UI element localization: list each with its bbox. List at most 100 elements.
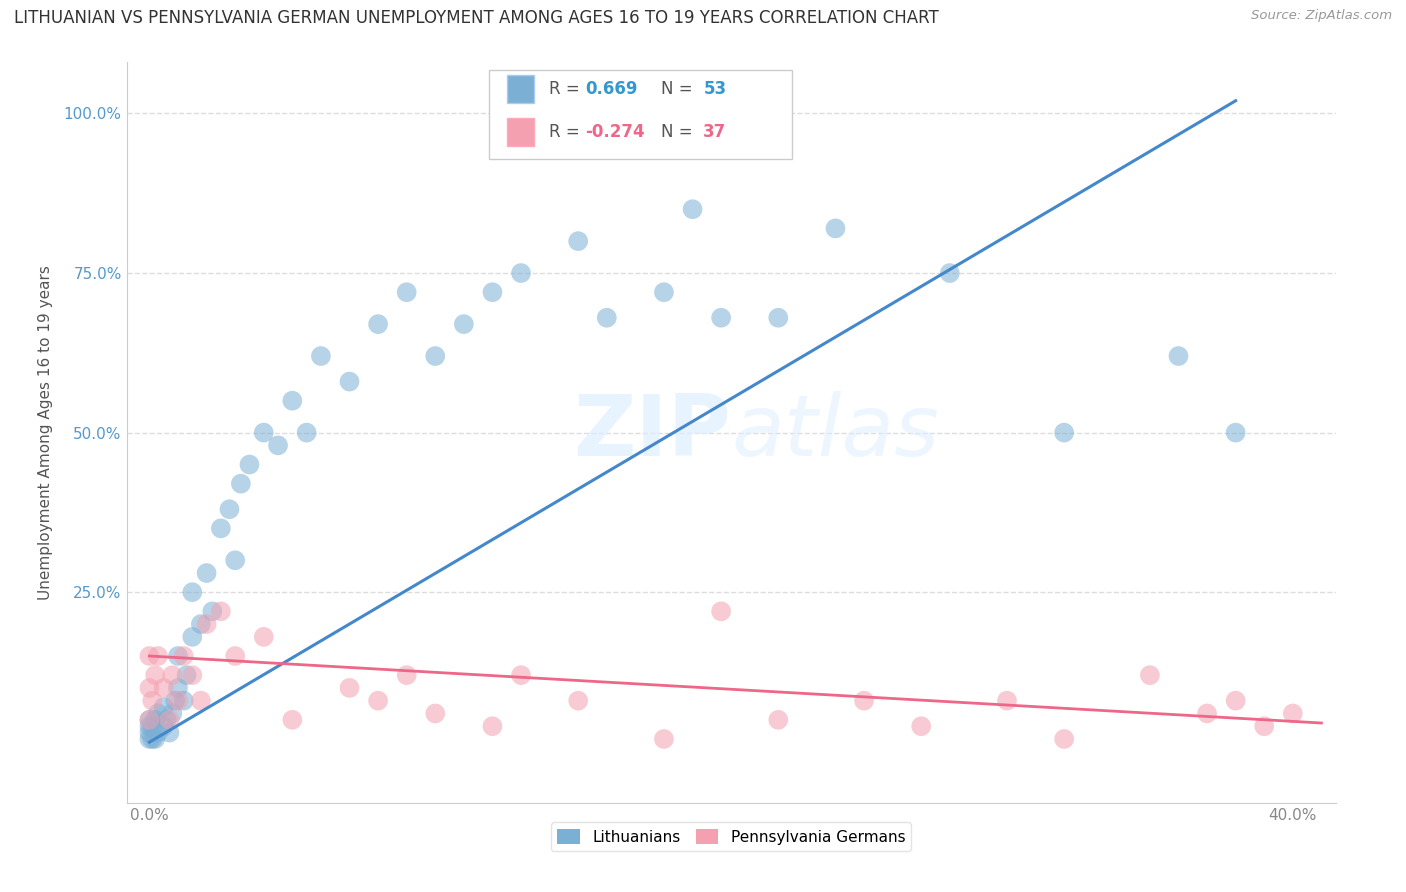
Point [567, 234, 589, 248]
Point [253, 425, 276, 440]
Point [1053, 425, 1076, 440]
Text: R =: R = [548, 80, 585, 98]
Text: N =: N = [661, 123, 697, 141]
Text: Source: ZipAtlas.com: Source: ZipAtlas.com [1251, 9, 1392, 22]
Point [167, 694, 190, 708]
Point [510, 266, 533, 280]
Text: -0.274: -0.274 [585, 123, 644, 141]
Point [253, 630, 276, 644]
Point [155, 713, 177, 727]
Point [162, 668, 184, 682]
Point [162, 706, 184, 721]
Legend: Lithuanians, Pennsylvania Germans: Lithuanians, Pennsylvania Germans [551, 822, 911, 851]
Point [339, 375, 361, 389]
Text: 0.669: 0.669 [585, 80, 637, 98]
Point [143, 668, 166, 682]
Point [768, 310, 790, 325]
Point [190, 617, 212, 632]
FancyBboxPatch shape [508, 118, 534, 146]
Point [138, 681, 160, 695]
Text: LITHUANIAN VS PENNSYLVANIA GERMAN UNEMPLOYMENT AMONG AGES 16 TO 19 YEARS CORRELA: LITHUANIAN VS PENNSYLVANIA GERMAN UNEMPL… [14, 9, 939, 27]
Point [481, 719, 503, 733]
Point [853, 694, 876, 708]
Text: N =: N = [661, 80, 697, 98]
Point [167, 648, 190, 663]
Point [190, 694, 212, 708]
Point [995, 694, 1018, 708]
Point [229, 476, 252, 491]
Point [146, 706, 169, 721]
Point [395, 285, 418, 300]
Point [195, 617, 218, 632]
Point [201, 604, 224, 618]
Point [218, 502, 240, 516]
Point [1167, 349, 1189, 363]
Point [710, 604, 733, 618]
Point [1225, 425, 1247, 440]
Point [152, 719, 174, 733]
Point [176, 668, 198, 682]
Text: 53: 53 [703, 80, 727, 98]
Point [1197, 706, 1219, 721]
Point [768, 713, 790, 727]
Point [181, 630, 204, 644]
Point [395, 668, 418, 682]
Point [295, 425, 318, 440]
Point [157, 725, 180, 739]
Point [157, 713, 180, 727]
Point [138, 719, 160, 733]
Point [173, 648, 195, 663]
Point [138, 725, 160, 739]
Point [143, 713, 166, 727]
Point [138, 713, 160, 727]
Point [167, 681, 190, 695]
Point [224, 553, 246, 567]
Point [146, 725, 169, 739]
Point [181, 585, 204, 599]
Point [152, 681, 174, 695]
Point [138, 731, 160, 746]
Point [510, 668, 533, 682]
Point [146, 648, 169, 663]
Point [152, 700, 174, 714]
Text: atlas: atlas [731, 391, 939, 475]
FancyBboxPatch shape [508, 75, 534, 103]
Point [367, 317, 389, 331]
Point [939, 266, 962, 280]
Point [1225, 694, 1247, 708]
Point [267, 438, 290, 452]
Point [367, 694, 389, 708]
Point [209, 521, 232, 535]
Point [1253, 719, 1275, 733]
Point [209, 604, 232, 618]
Point [682, 202, 704, 217]
Point [481, 285, 503, 300]
Point [165, 694, 187, 708]
Point [141, 731, 163, 746]
Point [710, 310, 733, 325]
Point [195, 566, 218, 580]
Point [143, 731, 166, 746]
Point [281, 713, 304, 727]
Text: ZIP: ZIP [574, 391, 731, 475]
Text: 37: 37 [703, 123, 727, 141]
Point [652, 731, 675, 746]
Point [453, 317, 475, 331]
Point [238, 458, 260, 472]
Point [181, 668, 204, 682]
Point [173, 694, 195, 708]
Point [339, 681, 361, 695]
Text: R =: R = [548, 123, 585, 141]
Point [652, 285, 675, 300]
Point [824, 221, 846, 235]
Point [141, 719, 163, 733]
Point [1053, 731, 1076, 746]
Point [596, 310, 619, 325]
Point [138, 713, 160, 727]
Point [1282, 706, 1305, 721]
Point [425, 706, 447, 721]
Point [224, 648, 246, 663]
Point [567, 694, 589, 708]
Point [141, 694, 163, 708]
Y-axis label: Unemployment Among Ages 16 to 19 years: Unemployment Among Ages 16 to 19 years [38, 265, 52, 600]
